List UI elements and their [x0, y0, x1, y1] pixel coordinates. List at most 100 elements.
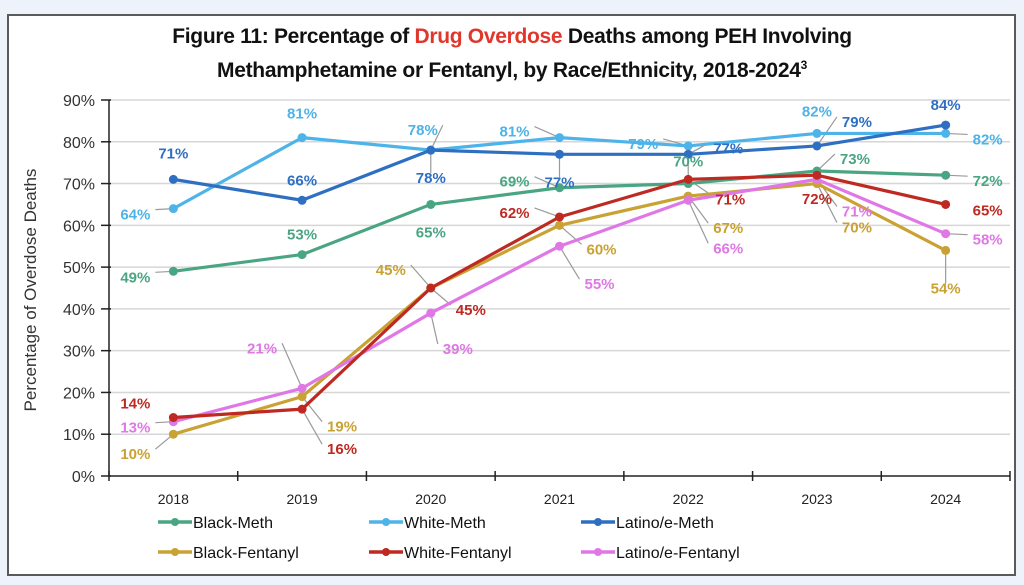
data-label: 81%	[499, 124, 529, 141]
series-white-fentanyl	[168, 170, 951, 423]
data-point	[297, 195, 307, 205]
data-label: 13%	[120, 420, 150, 437]
leader-line	[816, 116, 838, 147]
data-point	[426, 308, 436, 318]
y-tick-label: 80%	[63, 135, 95, 152]
title-suffix: Deaths among PEH Involving	[562, 25, 852, 48]
y-tick-label: 10%	[63, 427, 95, 444]
legend-label: White-Meth	[404, 515, 486, 532]
leader-line	[558, 245, 581, 280]
data-point	[941, 128, 951, 138]
leader-line	[301, 396, 323, 422]
series-latino-e-meth	[168, 120, 951, 205]
data-label: 82%	[802, 103, 832, 120]
y-tick-label: 40%	[63, 302, 95, 319]
data-point	[555, 183, 564, 193]
data-label: 62%	[499, 205, 529, 222]
data-point	[297, 392, 307, 402]
data-label: 79%	[628, 136, 658, 153]
data-point	[941, 120, 951, 130]
data-point	[941, 199, 951, 209]
data-point	[683, 149, 693, 159]
x-tick-label: 2024	[930, 491, 961, 507]
data-point	[555, 133, 564, 143]
data-label: 73%	[840, 151, 870, 168]
data-label: 81%	[287, 106, 317, 123]
x-tick-label: 2022	[673, 491, 704, 507]
data-label: 19%	[327, 419, 357, 436]
data-label: 21%	[247, 340, 277, 357]
leader-line	[430, 124, 444, 151]
legend-item: White-Meth	[369, 515, 486, 532]
leader-line	[281, 343, 303, 389]
y-axis-title: Percentage of Overdose Deaths	[21, 169, 40, 412]
data-label: 39%	[443, 341, 473, 358]
legend-marker	[171, 518, 179, 526]
data-point	[426, 145, 436, 155]
data-point	[812, 141, 822, 151]
data-label: 64%	[120, 207, 150, 224]
x-tick-labels: 2018 2019 2020 2021 2022 2023 2024	[158, 491, 962, 507]
data-point	[297, 404, 307, 414]
data-point	[555, 212, 564, 222]
data-label: 70%	[842, 220, 872, 237]
data-label: 71%	[158, 145, 188, 162]
data-label: 66%	[713, 240, 743, 257]
data-label: 78%	[416, 170, 446, 187]
y-tick-label: 60%	[63, 218, 95, 235]
data-label: 49%	[120, 269, 150, 286]
legend-label: Latino/e-Fentanyl	[616, 545, 740, 562]
leader-line	[301, 408, 323, 445]
data-label: 58%	[973, 232, 1003, 249]
legend-item: Black-Fentanyl	[158, 545, 299, 562]
x-tick-label: 2019	[286, 491, 317, 507]
series-line	[173, 173, 946, 420]
data-point	[683, 174, 693, 184]
data-label: 70%	[673, 154, 703, 171]
legend-item: White-Fentanyl	[369, 545, 512, 562]
data-point	[426, 283, 436, 293]
data-label: 14%	[120, 396, 150, 413]
data-label: 60%	[586, 241, 616, 258]
data-label: 53%	[287, 227, 317, 244]
chart-title-line1: Figure 11: Percentage of Drug Overdose D…	[0, 22, 1024, 51]
leader-line	[430, 312, 439, 345]
data-point	[297, 133, 307, 143]
data-label: 72%	[973, 173, 1003, 190]
data-label: 71%	[842, 203, 872, 220]
title-highlight: Drug Overdose	[414, 25, 563, 48]
legend-label: Black-Fentanyl	[193, 545, 299, 562]
data-label: 65%	[416, 224, 446, 241]
legend-marker	[382, 548, 390, 556]
data-label: 84%	[931, 97, 961, 114]
data-point	[555, 149, 564, 159]
data-point	[297, 250, 307, 260]
title-line2-text: Methamphetamine or Fentanyl, by Race/Eth…	[217, 59, 801, 82]
data-point	[297, 383, 307, 393]
legend-marker	[594, 548, 602, 556]
data-point	[555, 220, 564, 230]
data-label: 79%	[842, 114, 872, 131]
legend-label: White-Fentanyl	[404, 545, 512, 562]
legend-marker	[171, 548, 179, 556]
data-label: 66%	[287, 172, 317, 189]
data-label: 16%	[327, 441, 357, 458]
data-point	[168, 413, 178, 423]
data-label: 45%	[376, 262, 406, 279]
leader-line	[816, 183, 838, 223]
legend-label: Latino/e-Meth	[616, 515, 714, 532]
data-point	[168, 429, 178, 439]
x-tick-label: 2020	[415, 491, 446, 507]
chart-frame	[7, 14, 1016, 576]
title-prefix: Figure 11: Percentage of	[172, 25, 415, 48]
data-point	[941, 170, 951, 180]
x-tick-label: 2023	[801, 491, 832, 507]
data-labels: 49% 53% 65% 69% 70% 73% 72% 64% 81% 78% 81% 79% 82% 8…	[120, 97, 1002, 463]
x-tick-label: 2021	[544, 491, 575, 507]
leader-line	[534, 176, 560, 189]
data-label: 69%	[499, 174, 529, 191]
axes	[101, 99, 1011, 481]
legend-marker	[594, 518, 602, 526]
series-lines	[168, 120, 951, 439]
